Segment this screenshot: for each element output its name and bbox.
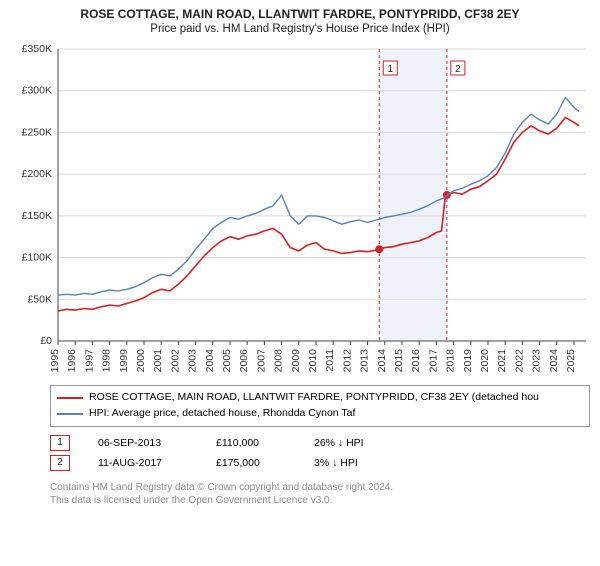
x-tick-label: 2014 — [376, 349, 388, 373]
y-tick-label: £150K — [22, 210, 52, 222]
x-tick-label: 1998 — [101, 349, 113, 373]
annotation-date: 11-AUG-2017 — [98, 457, 188, 469]
y-tick-label: £350K — [22, 43, 52, 55]
x-tick-label: 2011 — [324, 349, 336, 372]
footer-line-2: This data is licensed under the Open Gov… — [50, 494, 590, 508]
annotation-delta: 3% ↓ HPI — [314, 457, 358, 469]
x-tick-label: 1996 — [66, 349, 78, 373]
legend-swatch — [57, 413, 83, 415]
y-tick-label: £0 — [40, 335, 52, 347]
annotation-badge: 1 — [50, 435, 70, 451]
x-tick-label: 2015 — [393, 349, 405, 373]
chart-subtitle: Price paid vs. HM Land Registry's House … — [0, 23, 600, 35]
y-tick-label: £250K — [22, 127, 52, 139]
x-tick-label: 1997 — [83, 349, 95, 373]
x-tick-label: 2000 — [135, 349, 147, 373]
series-hpi — [58, 98, 579, 296]
x-tick-label: 2021 — [496, 349, 508, 373]
x-tick-label: 2010 — [307, 349, 319, 373]
annotation-price: £110,000 — [216, 437, 286, 449]
x-tick-label: 2004 — [204, 349, 216, 373]
legend-label: ROSE COTTAGE, MAIN ROAD, LLANTWIT FARDRE… — [89, 390, 539, 406]
x-tick-label: 2016 — [410, 349, 422, 373]
chart-area: £0 £50K £100K £150K £200K £250K £300K £350K 1995… — [10, 41, 590, 381]
annotation-price: £175,000 — [216, 457, 286, 469]
x-tick-label: 2025 — [565, 349, 577, 373]
x-tick-label: 2019 — [462, 349, 474, 373]
annotation-delta: 26% ↓ HPI — [314, 437, 364, 449]
annotation-row: 2 11-AUG-2017 £175,000 3% ↓ HPI — [50, 453, 590, 473]
x-tick-label: 1999 — [118, 349, 130, 373]
x-tick-label: 2003 — [187, 349, 199, 373]
legend-item: HPI: Average price, detached house, Rhon… — [57, 406, 583, 422]
marker-badge-label: 2 — [455, 64, 461, 75]
x-tick-label: 2024 — [548, 349, 560, 373]
x-tick-label: 2001 — [152, 349, 164, 373]
x-tick-label: 2009 — [290, 349, 302, 373]
x-tick-label: 2017 — [427, 349, 439, 373]
legend-item: ROSE COTTAGE, MAIN ROAD, LLANTWIT FARDRE… — [57, 390, 583, 406]
x-tick-label: 2012 — [341, 349, 353, 373]
x-tick-label: 2002 — [169, 349, 181, 373]
chart-title: ROSE COTTAGE, MAIN ROAD, LLANTWIT FARDRE… — [0, 6, 600, 22]
legend: ROSE COTTAGE, MAIN ROAD, LLANTWIT FARDRE… — [50, 385, 590, 427]
annotation-date: 06-SEP-2013 — [98, 437, 188, 449]
x-tick-label: 2006 — [238, 349, 250, 373]
highlight-band — [379, 49, 447, 341]
x-tick-label: 2020 — [479, 349, 491, 373]
annotation-badge: 2 — [50, 455, 70, 471]
x-tick-label: 2023 — [531, 349, 543, 373]
annotation-row: 1 06-SEP-2013 £110,000 26% ↓ HPI — [50, 433, 590, 453]
y-tick-label: £50K — [27, 293, 52, 305]
legend-swatch — [57, 397, 83, 399]
annotation-table: 1 06-SEP-2013 £110,000 26% ↓ HPI 2 11-AUG-201… — [50, 433, 590, 473]
y-tick-label: £300K — [22, 85, 52, 97]
y-tick-label: £100K — [22, 252, 52, 264]
x-tick-label: 2005 — [221, 349, 233, 373]
x-tick-label: 2018 — [445, 349, 457, 373]
line-chart-svg: £0 £50K £100K £150K £200K £250K £300K £350K 1995… — [10, 41, 590, 381]
x-tick-label: 2022 — [513, 349, 525, 373]
legend-label: HPI: Average price, detached house, Rhon… — [89, 406, 355, 422]
x-tick-label: 2007 — [255, 349, 267, 373]
marker-badge-label: 1 — [387, 64, 393, 75]
x-tick-label: 1995 — [49, 349, 61, 373]
series-price_paid — [58, 118, 579, 312]
footer-note: Contains HM Land Registry data © Crown c… — [50, 481, 590, 508]
y-tick-label: £200K — [22, 168, 52, 180]
footer-line-1: Contains HM Land Registry data © Crown c… — [50, 481, 590, 495]
x-tick-label: 2008 — [273, 349, 285, 373]
x-tick-label: 2013 — [359, 349, 371, 373]
